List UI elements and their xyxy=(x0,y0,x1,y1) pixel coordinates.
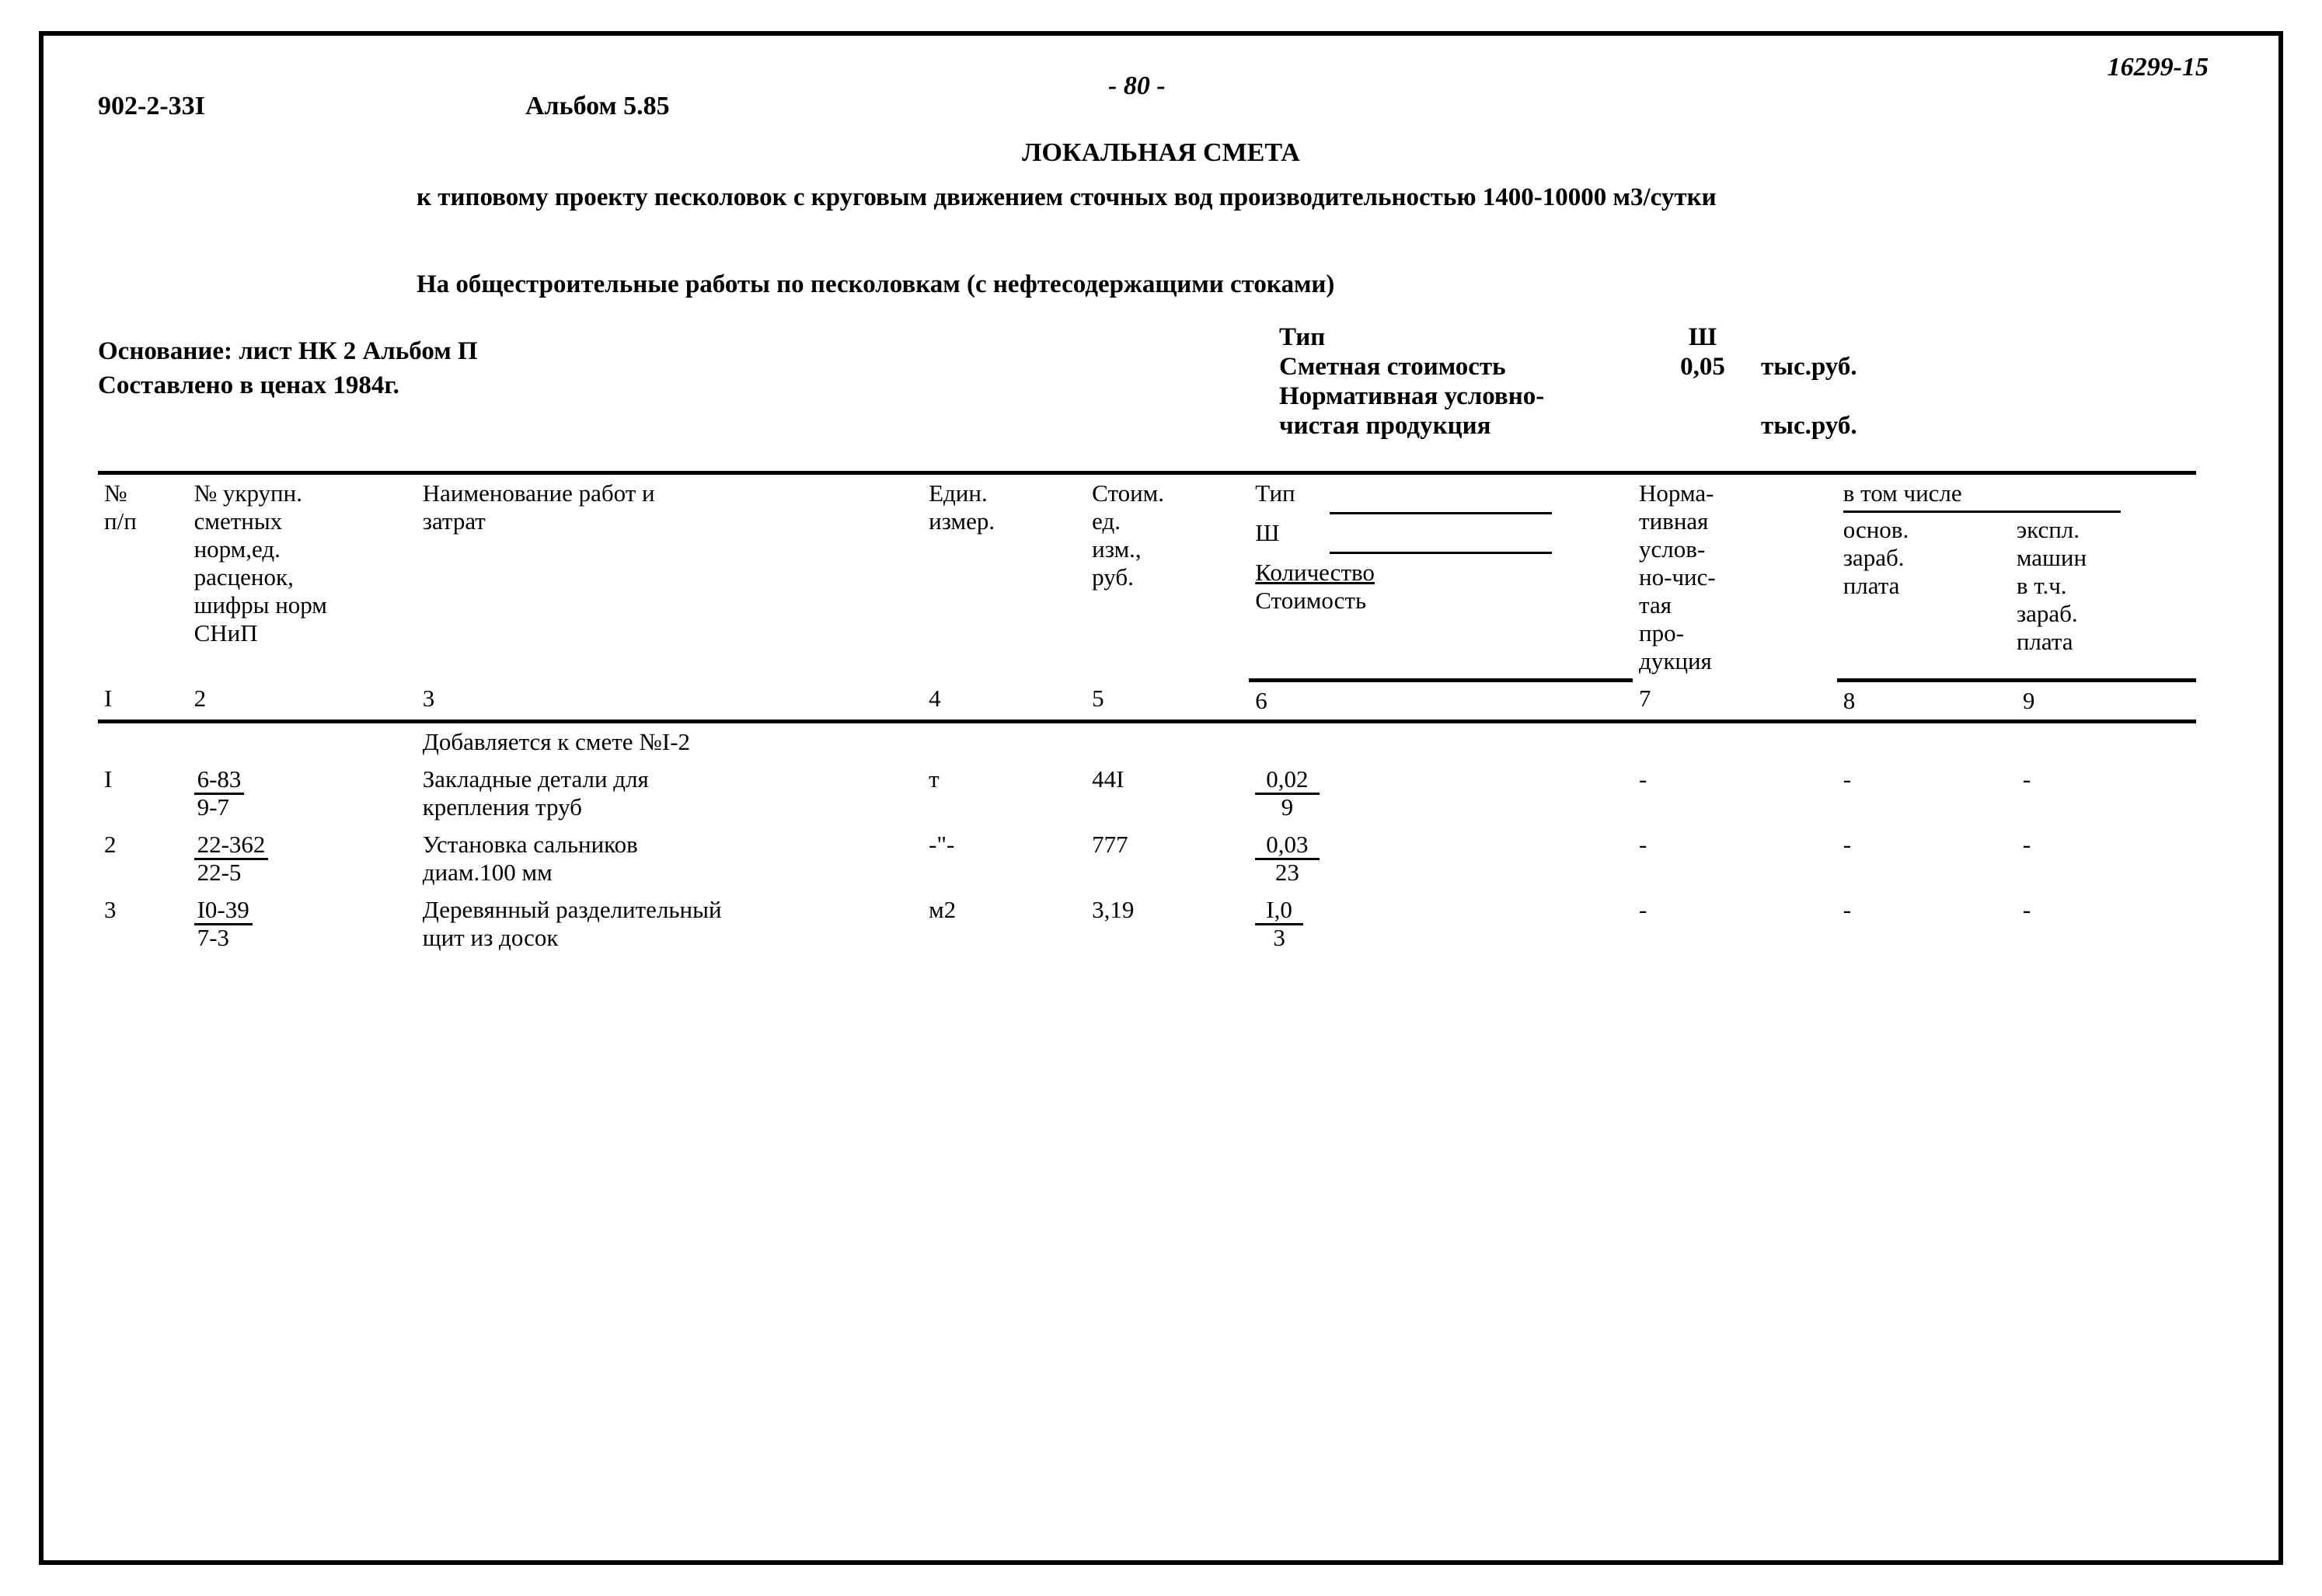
th-2: № укрупн. сметных норм,ед. расценок, шиф… xyxy=(188,473,417,681)
row-num: 3 xyxy=(98,891,188,957)
basis-line-2: Составлено в ценах 1984г. xyxy=(98,371,399,400)
colnum-4: 4 xyxy=(922,680,1086,721)
row-c9: - xyxy=(2017,891,2196,957)
page-number: - 80 - xyxy=(1108,71,1166,101)
row-c7: - xyxy=(1633,891,1837,957)
summary-cost-value: 0,05 xyxy=(1644,353,1761,382)
th-1: № п/п xyxy=(98,473,188,681)
row-num: I xyxy=(98,761,188,826)
table-row: 3 I0-397-3 Деревянный разделительный щит… xyxy=(98,891,2196,957)
doc-number-handwritten: 16299-15 xyxy=(2108,53,2209,82)
row-qty: I,03 xyxy=(1249,891,1633,957)
document-frame: 16299-15 902-2-33I Альбом 5.85 - 80 - ЛО… xyxy=(39,31,2283,1565)
basis-line-1: Основание: лист НК 2 Альбом П xyxy=(98,337,478,366)
row-price: 777 xyxy=(1086,826,1249,891)
summary-label-norm-1: Нормативная условно- xyxy=(1279,382,1644,412)
row-name: Деревянный разделительный щит из досок xyxy=(417,891,922,957)
row-c7: - xyxy=(1633,826,1837,891)
row-unit: -"- xyxy=(922,826,1086,891)
th-3: Наименование работ и затрат xyxy=(417,473,922,681)
doc-code: 902-2-33I xyxy=(98,92,205,121)
row-unit: т xyxy=(922,761,1086,826)
doc-subtitle-2: На общестроительные работы по песколовка… xyxy=(417,270,2201,299)
row-c8: - xyxy=(1837,826,2017,891)
table-row: 2 22-36222-5 Установка сальников диам.10… xyxy=(98,826,2196,891)
th-6: Тип Ш Количество Стоимость xyxy=(1249,473,1633,668)
colnum-9: 9 xyxy=(2017,680,2196,721)
album-label: Альбом 5.85 xyxy=(525,92,670,121)
row-c9: - xyxy=(2017,826,2196,891)
summary-type-value: Ш xyxy=(1644,323,1761,353)
summary-label-cost: Сметная стоимость xyxy=(1279,353,1644,382)
colnum-5: 5 xyxy=(1086,680,1249,721)
summary-label-type: Тип xyxy=(1279,323,1644,353)
colnum-3: 3 xyxy=(417,680,922,721)
th-9: экспл. машин в т.ч. зараб. плата xyxy=(2017,516,2087,655)
row-c8: - xyxy=(1837,761,2017,826)
doc-title: ЛОКАЛЬНАЯ СМЕТА xyxy=(44,138,2278,168)
doc-subtitle: к типовому проекту песколовок с круговым… xyxy=(417,183,2201,213)
summary-label-norm-2: чистая продукция xyxy=(1279,412,1644,441)
row-name: Установка сальников диам.100 мм xyxy=(417,826,922,891)
colnum-1: I xyxy=(98,680,188,721)
row-num: 2 xyxy=(98,826,188,891)
colnum-8: 8 xyxy=(1837,680,2017,721)
row-price: 3,19 xyxy=(1086,891,1249,957)
row-qty: 0,0323 xyxy=(1249,826,1633,891)
colnum-7: 7 xyxy=(1633,680,1837,721)
summary-block: Тип Ш Сметная стоимость 0,05 тыс.руб. Но… xyxy=(1279,323,1916,441)
row-c7: - xyxy=(1633,761,1837,826)
colnum-6: 6 xyxy=(1249,680,1633,721)
summary-unit-2: тыс.руб. xyxy=(1761,412,1916,441)
row-c9: - xyxy=(2017,761,2196,826)
th-89-top: в том числе основ. зараб. плата экспл. м… xyxy=(1837,473,2196,668)
summary-unit-1: тыс.руб. xyxy=(1761,353,1916,382)
row-code: I0-397-3 xyxy=(188,891,417,957)
colnum-2: 2 xyxy=(188,680,417,721)
row-price: 44I xyxy=(1086,761,1249,826)
section-title: Добавляется к смете №I-2 xyxy=(417,721,922,761)
th-4: Един. измер. xyxy=(922,473,1086,681)
row-code: 22-36222-5 xyxy=(188,826,417,891)
th-8: основ. зараб. плата xyxy=(1843,516,1909,599)
row-qty: 0,029 xyxy=(1249,761,1633,826)
row-name: Закладные детали для крепления труб xyxy=(417,761,922,826)
row-unit: м2 xyxy=(922,891,1086,957)
th-7: Норма- тивная услов- но-чис- тая про- ду… xyxy=(1633,473,1837,681)
th-5: Стоим. ед. изм., руб. xyxy=(1086,473,1249,681)
table-row: I 6-839-7 Закладные детали для крепления… xyxy=(98,761,2196,826)
row-c8: - xyxy=(1837,891,2017,957)
estimate-table: № п/п № укрупн. сметных норм,ед. расцено… xyxy=(98,471,2196,957)
row-code: 6-839-7 xyxy=(188,761,417,826)
